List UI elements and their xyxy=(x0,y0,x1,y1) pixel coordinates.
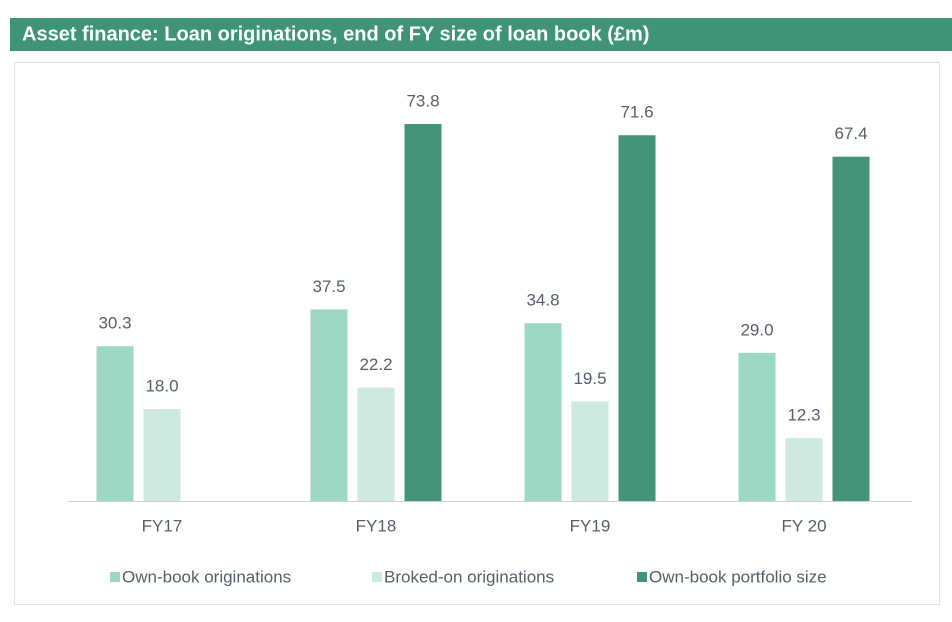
x-tick-label: FY19 xyxy=(570,516,611,535)
x-tick-label: FY 20 xyxy=(781,516,826,535)
chart-title: Asset finance: Loan originations, end of… xyxy=(22,23,649,45)
title-banner xyxy=(10,18,952,51)
legend-swatch xyxy=(110,572,120,582)
bar xyxy=(524,323,562,501)
legend-label: Broked-on originations xyxy=(384,567,554,586)
legend-label: Own-book portfolio size xyxy=(649,567,827,586)
data-label: 34.8 xyxy=(526,291,559,310)
data-label: 12.3 xyxy=(787,406,820,425)
data-label: 30.3 xyxy=(98,314,131,333)
data-label: 29.0 xyxy=(740,320,773,339)
chart-frame xyxy=(14,62,940,605)
bar xyxy=(404,124,442,501)
legend-swatch xyxy=(637,572,647,582)
data-label: 73.8 xyxy=(406,91,439,110)
bar xyxy=(310,309,348,501)
legend-label: Own-book originations xyxy=(122,567,291,586)
bar xyxy=(571,401,609,501)
bar xyxy=(738,352,776,501)
data-label: 22.2 xyxy=(359,355,392,374)
legend-swatch xyxy=(372,572,382,582)
bar xyxy=(357,387,395,501)
data-label: 19.5 xyxy=(573,369,606,388)
bar xyxy=(143,409,181,501)
bar xyxy=(618,135,656,502)
data-label: 71.6 xyxy=(620,103,653,122)
bar xyxy=(785,438,823,501)
data-label: 67.4 xyxy=(834,124,867,143)
data-label: 37.5 xyxy=(312,277,345,296)
x-tick-label: FY17 xyxy=(142,516,183,535)
bar xyxy=(832,156,870,501)
data-label: 18.0 xyxy=(145,377,178,396)
bar xyxy=(96,346,134,501)
x-tick-label: FY18 xyxy=(356,516,397,535)
